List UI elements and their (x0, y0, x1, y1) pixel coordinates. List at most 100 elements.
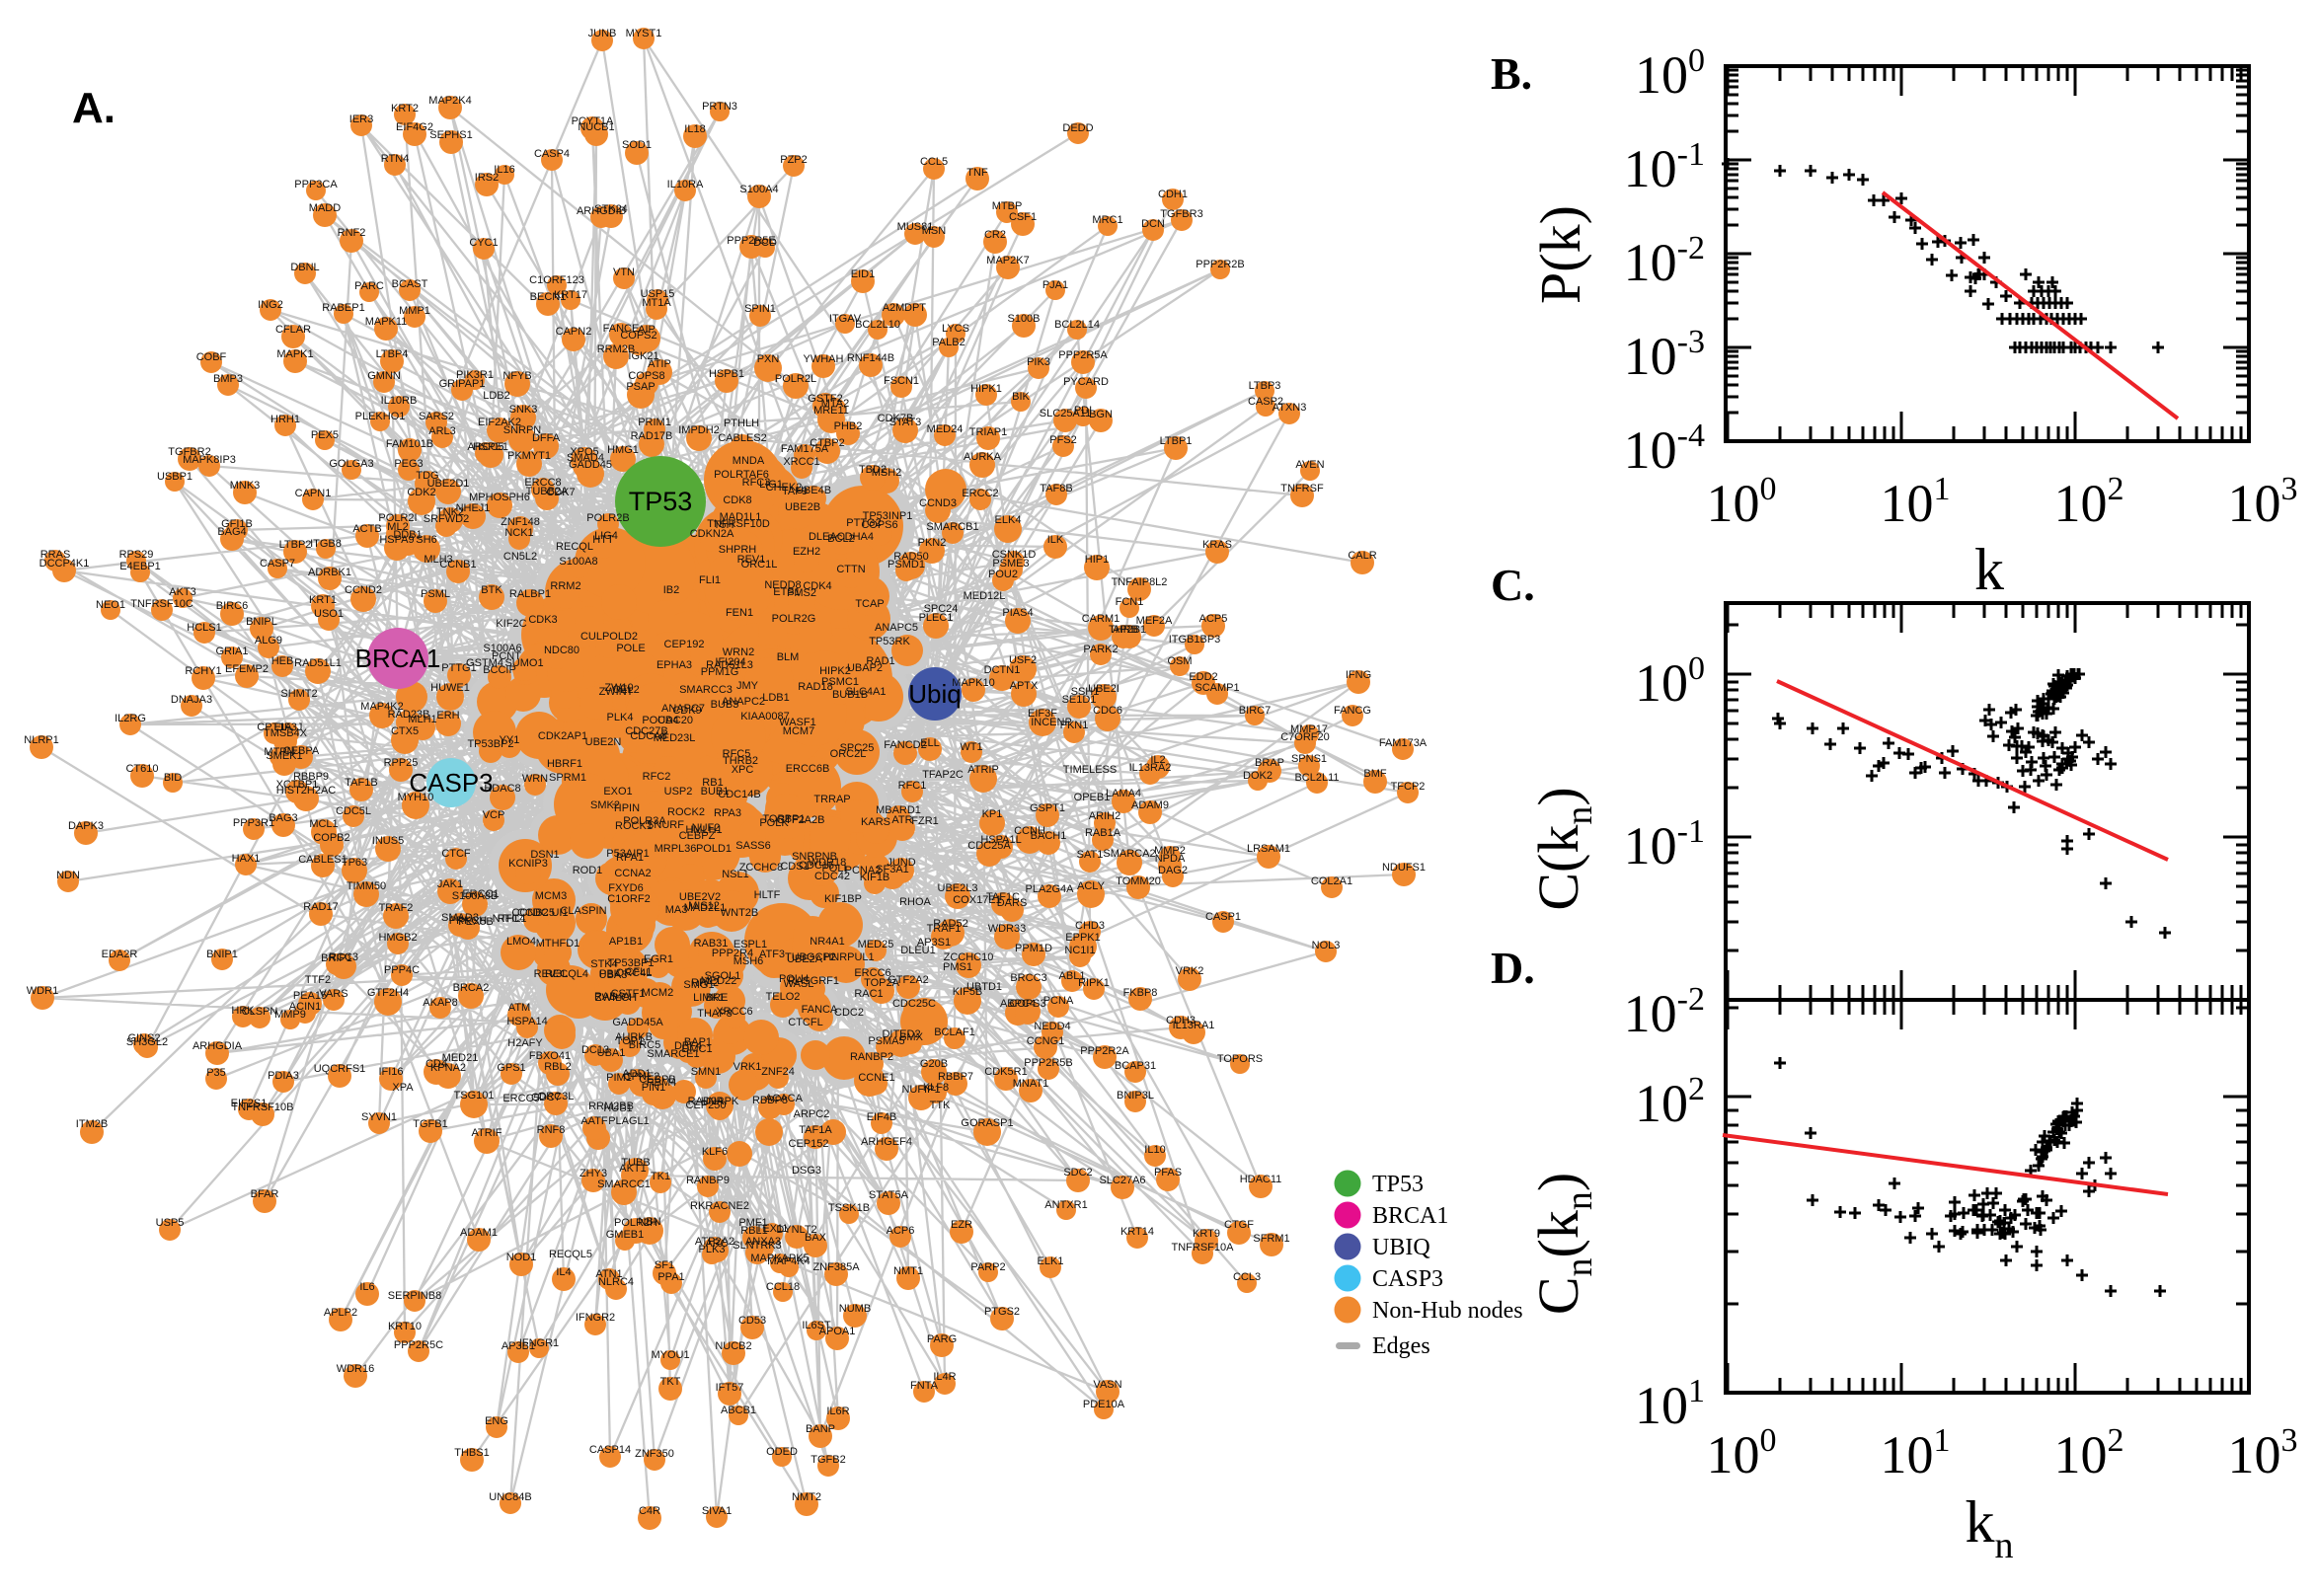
svg-text:LAMA4: LAMA4 (1106, 788, 1141, 799)
svg-text:XRCC1: XRCC1 (783, 456, 819, 468)
svg-text:BNIP1: BNIP1 (206, 949, 238, 960)
svg-text:ZNF385A: ZNF385A (812, 1261, 860, 1273)
svg-text:ZCCHC8: ZCCHC8 (739, 862, 784, 874)
svg-text:CDK9: CDK9 (672, 705, 701, 717)
svg-text:PMF1: PMF1 (738, 1217, 767, 1229)
svg-text:TGFBR3: TGFBR3 (1160, 208, 1202, 220)
svg-text:IGK21: IGK21 (628, 350, 658, 362)
svg-text:POU2: POU2 (988, 569, 1018, 580)
svg-text:P53AIP1: P53AIP1 (606, 848, 649, 860)
svg-text:PIK3: PIK3 (1027, 356, 1050, 368)
svg-text:TIMELESS: TIMELESS (1063, 764, 1117, 776)
svg-text:SMN1: SMN1 (691, 1066, 722, 1078)
svg-text:CDH1: CDH1 (1158, 189, 1188, 200)
svg-text:RAB31: RAB31 (694, 938, 729, 950)
svg-text:RAD50: RAD50 (893, 551, 928, 563)
svg-text:ACTB: ACTB (352, 523, 381, 535)
svg-text:CYC1: CYC1 (469, 237, 498, 249)
svg-text:TAF8B: TAF8B (1040, 483, 1072, 494)
svg-text:TOP1: TOP1 (616, 1035, 645, 1047)
svg-text:TTF2: TTF2 (305, 974, 331, 986)
svg-text:CEL2: CEL2 (612, 684, 640, 696)
svg-text:RPP25: RPP25 (384, 757, 419, 769)
svg-text:ANXA3: ANXA3 (745, 1236, 781, 1248)
svg-text:TP53: TP53 (1372, 1172, 1424, 1197)
svg-text:KIF2C: KIF2C (496, 618, 526, 630)
svg-text:RAD17B: RAD17B (631, 430, 673, 442)
svg-text:YWHAH: YWHAH (804, 353, 844, 365)
svg-text:ARPC2: ARPC2 (794, 1108, 830, 1120)
svg-text:CSTF1: CSTF1 (611, 988, 646, 1000)
svg-text:GTF2H4: GTF2H4 (367, 987, 409, 999)
svg-text:AIP: AIP (638, 324, 656, 336)
svg-text:BRCA1: BRCA1 (1372, 1203, 1448, 1229)
svg-text:DLEACDHA4: DLEACDHA4 (809, 531, 874, 543)
svg-text:MSH6: MSH6 (733, 955, 764, 967)
svg-text:FEN1: FEN1 (726, 607, 753, 619)
svg-text:ENG: ENG (485, 1415, 508, 1427)
svg-text:BIRC6: BIRC6 (216, 600, 248, 612)
svg-text:MAD1L1: MAD1L1 (720, 511, 762, 523)
svg-text:FANCG: FANCG (1334, 705, 1371, 717)
svg-text:RFC3: RFC3 (742, 477, 771, 489)
svg-text:SLC25A11: SLC25A11 (1040, 408, 1091, 419)
svg-text:KRT17: KRT17 (554, 289, 587, 301)
svg-text:SPC25: SPC25 (840, 742, 875, 754)
svg-text:BRE: BRE (706, 992, 729, 1004)
svg-text:MLH1: MLH1 (408, 714, 436, 725)
svg-text:PPP3CA: PPP3CA (294, 179, 338, 190)
svg-text:COPS3: COPS3 (1009, 998, 1045, 1010)
svg-text:STAT3: STAT3 (889, 417, 922, 428)
svg-text:PPP4C: PPP4C (384, 964, 420, 976)
svg-text:TP53: TP53 (629, 487, 693, 516)
svg-text:SDC2: SDC2 (1063, 1167, 1092, 1178)
svg-text:FAM173A: FAM173A (1379, 737, 1428, 749)
svg-text:CASP1: CASP1 (1205, 911, 1241, 923)
svg-text:PDI: PDI (1074, 405, 1092, 417)
svg-text:MED21: MED21 (442, 1052, 479, 1064)
svg-text:PEG3: PEG3 (394, 458, 423, 470)
svg-text:SLC27A6: SLC27A6 (1099, 1175, 1145, 1186)
svg-text:BAG4: BAG4 (217, 526, 246, 538)
svg-text:VRK1: VRK1 (733, 1061, 762, 1073)
svg-text:UNC84B: UNC84B (489, 1491, 531, 1503)
svg-text:CDC14B: CDC14B (718, 789, 760, 800)
svg-text:CTBP2: CTBP2 (810, 437, 844, 449)
svg-text:SOD1: SOD1 (622, 139, 652, 151)
svg-text:CTGF: CTGF (1224, 1219, 1254, 1231)
svg-text:LMO4: LMO4 (506, 936, 536, 948)
svg-text:CABLES1: CABLES1 (298, 854, 347, 866)
svg-text:ARIH2: ARIH2 (1089, 810, 1120, 822)
svg-text:EDD2: EDD2 (1189, 671, 1217, 683)
svg-text:PTTG2: PTTG2 (846, 517, 881, 529)
svg-text:GTF2A2: GTF2A2 (888, 974, 929, 986)
svg-text:ORC1L: ORC1L (741, 559, 778, 570)
svg-text:FNTA: FNTA (910, 1380, 939, 1392)
svg-text:SFRM1: SFRM1 (1253, 1233, 1289, 1245)
svg-text:CCND3: CCND3 (919, 497, 957, 509)
svg-text:NUCB1: NUCB1 (578, 121, 614, 133)
svg-text:ZCCHC10: ZCCHC10 (944, 951, 994, 963)
svg-text:GINS2: GINS2 (127, 1032, 160, 1044)
svg-text:LDB2: LDB2 (483, 390, 510, 402)
svg-text:CTTN: CTTN (836, 564, 865, 575)
svg-text:SRFWD2: SRFWD2 (424, 513, 469, 525)
svg-text:CDC20: CDC20 (657, 715, 693, 726)
svg-text:MADD: MADD (309, 202, 341, 214)
svg-text:ATN1: ATN1 (595, 1268, 622, 1280)
svg-text:HNRPK: HNRPK (701, 1096, 739, 1107)
svg-text:BCL2L11: BCL2L11 (1294, 772, 1339, 784)
svg-text:SH6: SH6 (416, 534, 436, 546)
svg-text:IL6ST: IL6ST (802, 1320, 831, 1331)
svg-text:PKN2: PKN2 (918, 537, 947, 549)
svg-text:GOLGA3: GOLGA3 (329, 458, 373, 470)
svg-text:SEPHS1: SEPHS1 (429, 129, 472, 141)
svg-text:S100A8: S100A8 (559, 556, 597, 568)
svg-text:IL10: IL10 (1144, 1144, 1165, 1156)
svg-text:RAD51L1: RAD51L1 (294, 657, 342, 669)
svg-text:HNRPUL1: HNRPUL1 (823, 951, 874, 963)
svg-text:POLE: POLE (616, 643, 645, 654)
svg-text:KPNA2: KPNA2 (430, 1062, 466, 1074)
svg-text:WT1: WT1 (960, 741, 982, 753)
svg-text:PPP2R2B: PPP2R2B (1196, 259, 1245, 270)
